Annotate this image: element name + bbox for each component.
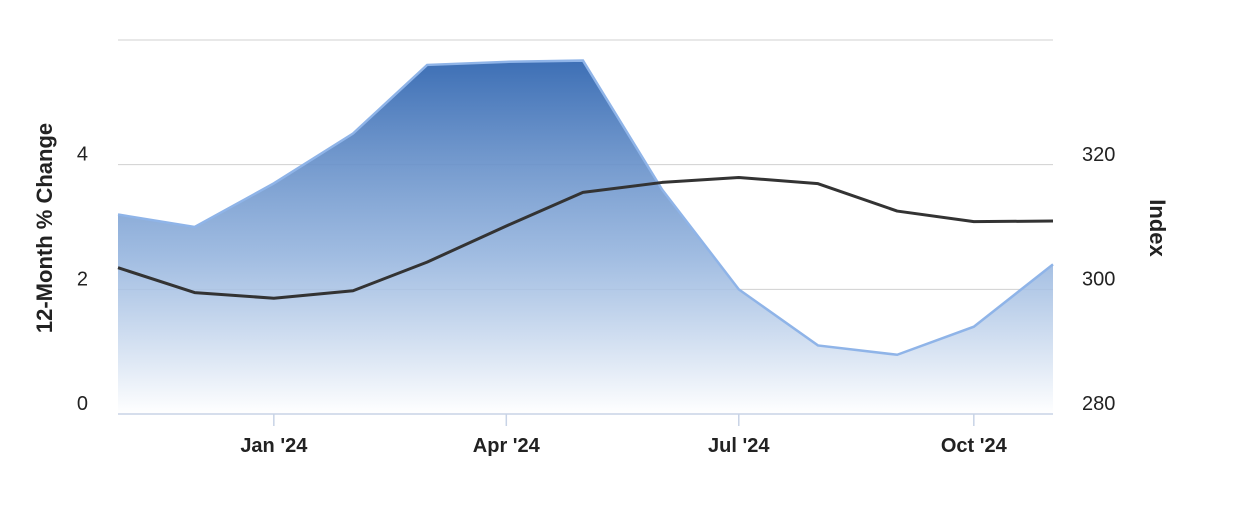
y-left-tick-label: 4	[77, 144, 88, 166]
y-left-axis-title: 12‑Month % Change	[32, 123, 57, 333]
line-series	[117, 175, 1054, 300]
area-edge	[117, 59, 1054, 357]
x-tick-label: Jul '24	[708, 435, 770, 457]
y-right-axis-title: Index	[1145, 199, 1170, 257]
y-left-tick-label: 2	[77, 268, 88, 290]
y-right-tick-label: 280	[1082, 393, 1115, 415]
x-tick-label: Oct '24	[941, 435, 1008, 457]
x-tick-label: Apr '24	[473, 435, 541, 457]
y-left-tick-label: 0	[77, 393, 88, 415]
axes	[118, 413, 1053, 426]
x-tick-label: Jan '24	[240, 435, 308, 457]
tick-labels: Jan '24 Apr '24 Jul '24 Oct '24 0 2 4 280 300 320	[77, 144, 1116, 457]
index-line	[117, 175, 1054, 300]
area-fill	[118, 60, 1053, 414]
area-series	[117, 59, 1054, 414]
y-right-tick-label: 320	[1082, 144, 1115, 166]
y-right-tick-label: 300	[1082, 269, 1115, 291]
